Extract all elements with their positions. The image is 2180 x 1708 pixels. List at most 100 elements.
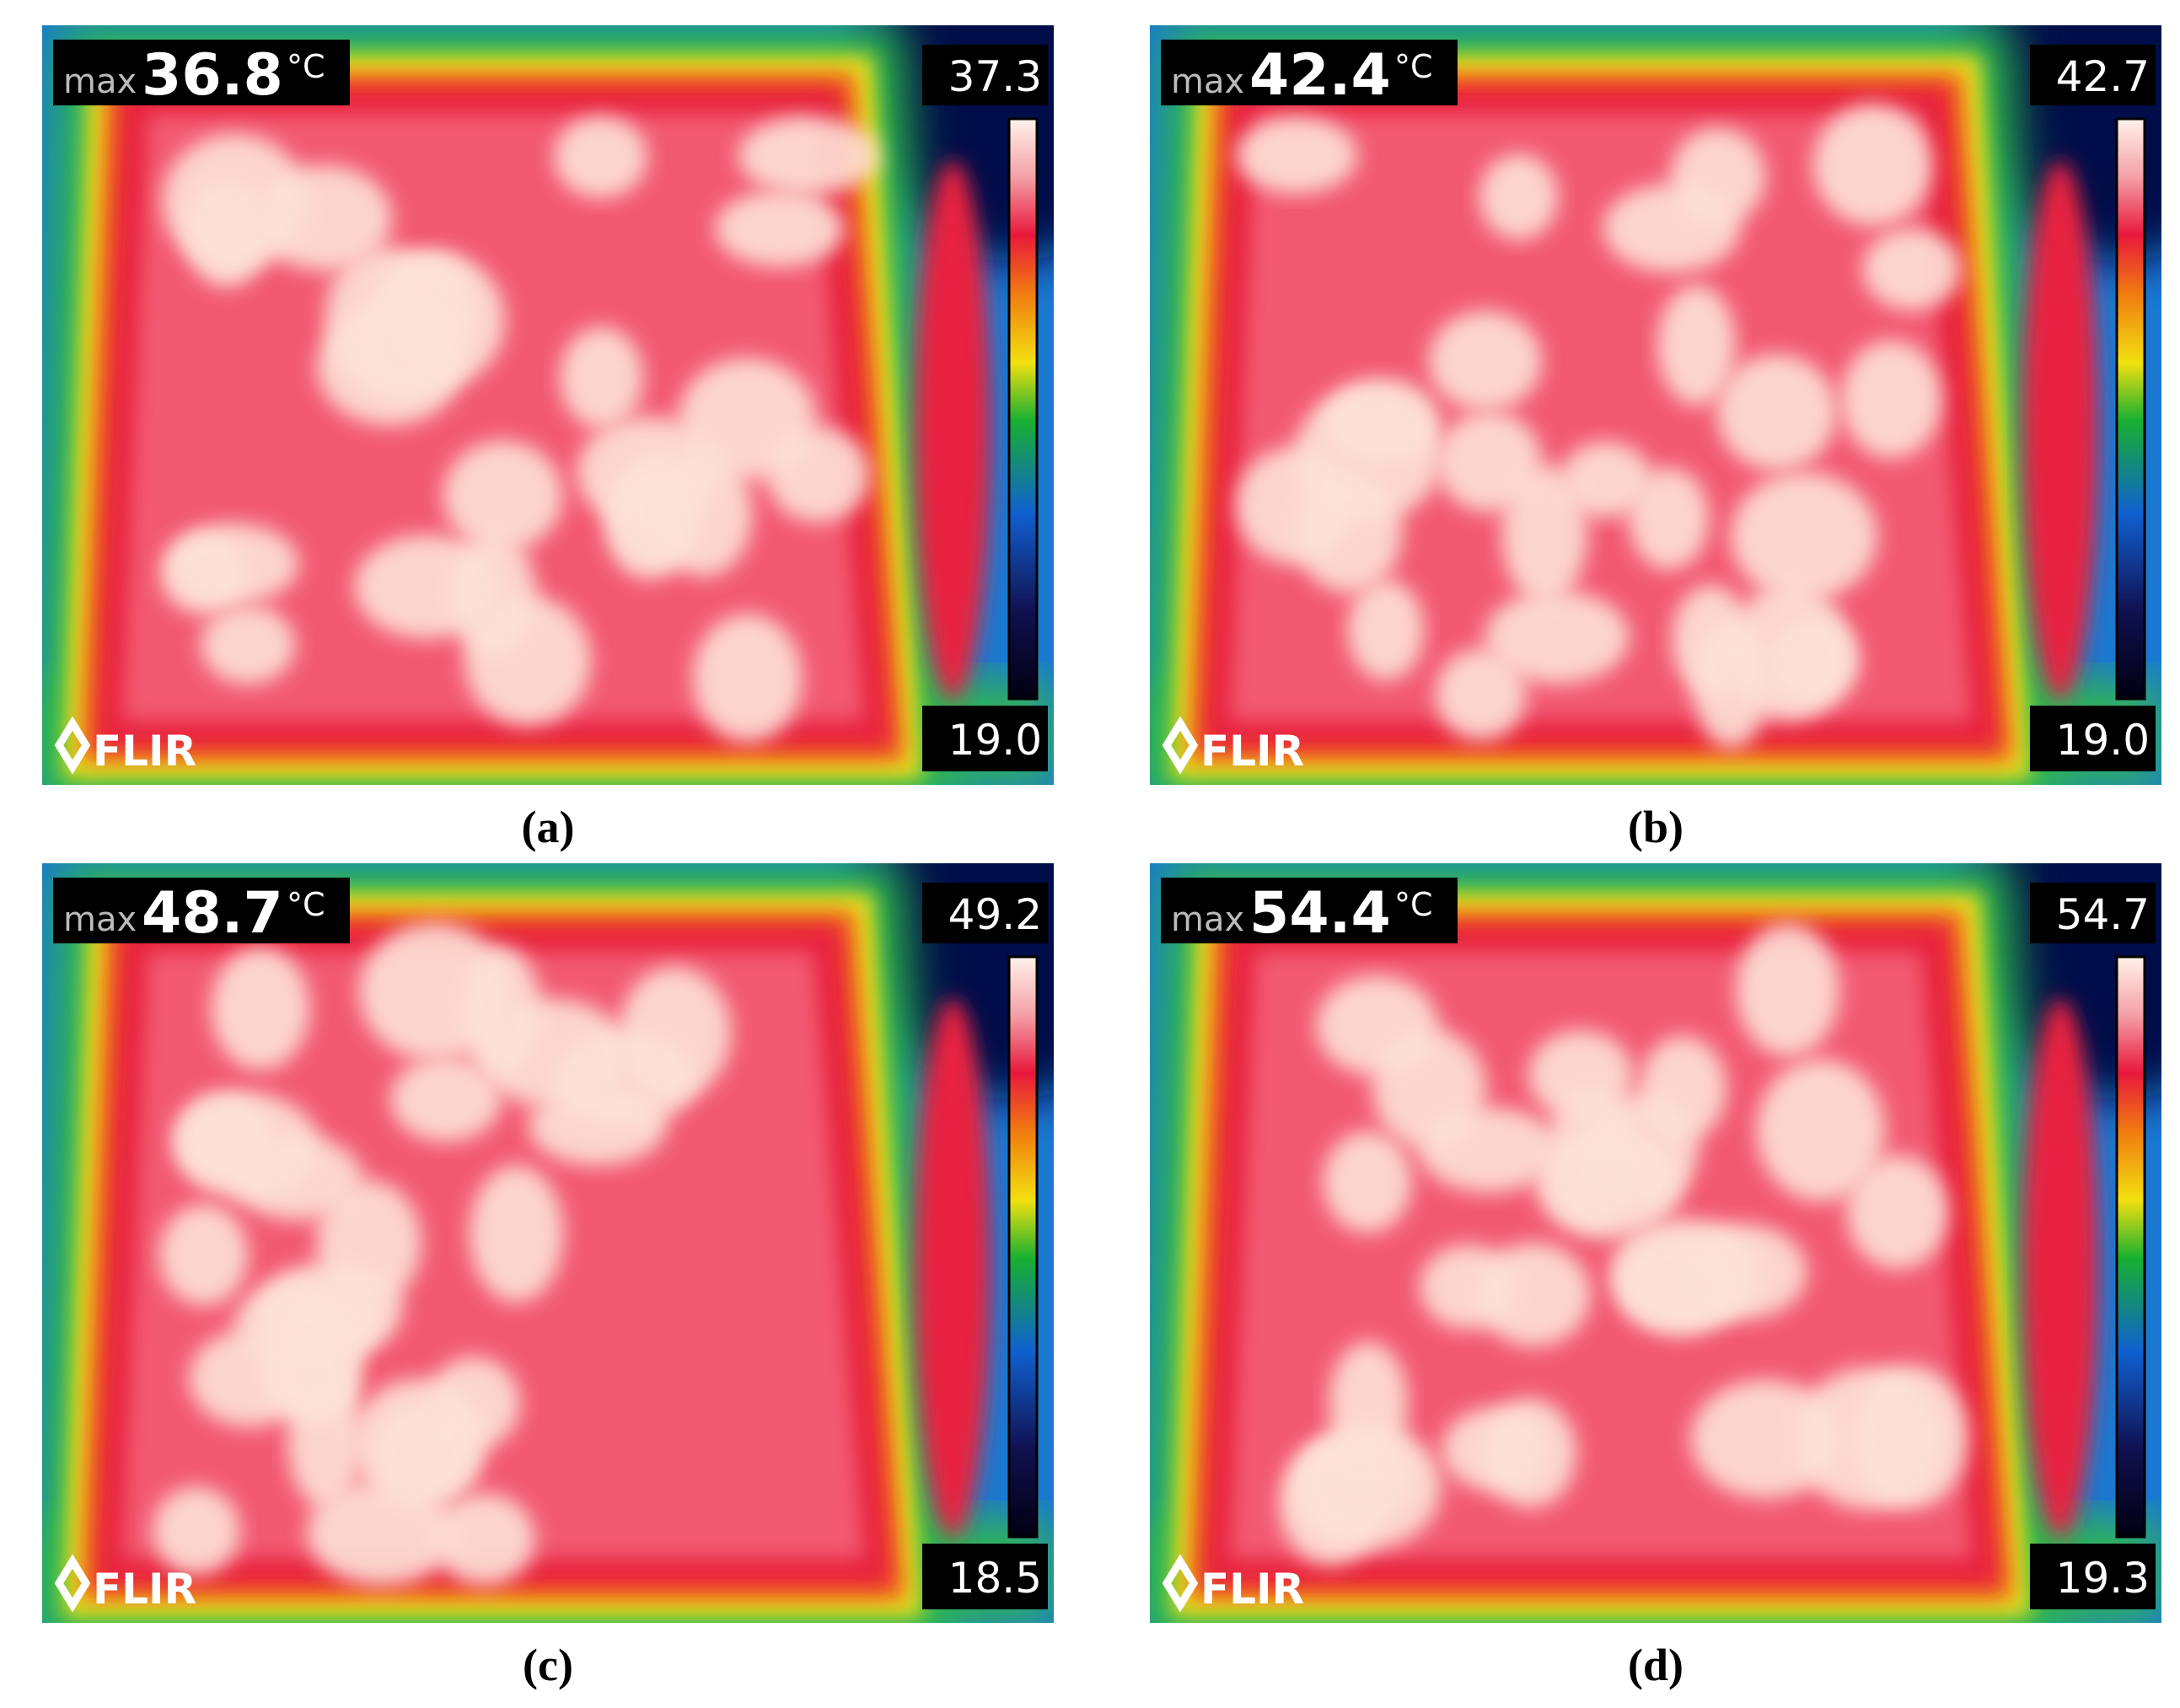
scale-top: 49.2 [948, 890, 1042, 939]
max-box [53, 40, 350, 105]
unit: °C [1394, 886, 1433, 923]
hot-spot [1501, 465, 1588, 604]
hot-spot [1428, 310, 1543, 411]
hot-spot [433, 1493, 535, 1586]
logo-mark [1162, 716, 1199, 775]
thermal-image: max 42.4 °C 42.7 19.0 FLIR [1150, 25, 2161, 785]
side-object [2022, 160, 2098, 700]
scale-top: 37.3 [948, 52, 1042, 101]
hot-spot [1372, 1029, 1487, 1150]
hot-spot [158, 1204, 249, 1307]
side-object [915, 160, 991, 700]
hot-spot [1840, 340, 1942, 459]
hot-spot [714, 191, 846, 267]
max-box [1161, 40, 1458, 105]
hot-spot [1484, 1398, 1577, 1508]
hot-spot [353, 289, 454, 401]
scale-top: 42.7 [2056, 52, 2150, 101]
hot-spot [373, 1404, 475, 1501]
scale-bottom: 19.0 [948, 716, 1042, 765]
hot-spot [160, 534, 247, 615]
logo-mark [54, 1554, 91, 1613]
color-scale [1007, 117, 1039, 701]
thermal-image: max 54.4 °C 54.7 19.3 FLIR [1150, 863, 2161, 1623]
scale-bottom-box [922, 706, 1048, 771]
hot-spot [261, 1335, 357, 1418]
hot-spot [211, 947, 310, 1071]
scale-top: 54.7 [2056, 890, 2150, 939]
hot-spot [469, 1165, 564, 1303]
thermal-image: max 48.7 °C 49.2 18.5 FLIR [42, 863, 1054, 1623]
hot-spot [1629, 467, 1710, 570]
hot-spot [1730, 472, 1878, 601]
hot-spot [1852, 1365, 1968, 1509]
hot-spot [1812, 104, 1933, 226]
unit: °C [287, 48, 325, 85]
hot-spot [1736, 923, 1840, 1057]
hot-spot [1616, 1236, 1741, 1335]
side-object [2022, 998, 2098, 1538]
scale-bottom-box [2030, 1544, 2156, 1609]
hot-spot [1716, 354, 1837, 471]
hot-spot [560, 326, 644, 429]
unit: °C [1394, 48, 1433, 85]
caption: (d) [1628, 1640, 1683, 1690]
hot-spot [1690, 1379, 1842, 1499]
hot-spot [1485, 590, 1630, 685]
hot-spot [765, 427, 870, 523]
logo: FLIR [1200, 727, 1304, 776]
max-value: 42.4 [1249, 42, 1391, 109]
scale-top-box [2030, 883, 2156, 943]
thermal-image: max 36.8 °C 37.3 19.0 FLIR [42, 25, 1054, 785]
hot-spot [1603, 184, 1741, 273]
max-value: 36.8 [142, 42, 283, 109]
max-label: max [63, 900, 137, 939]
hot-spot [1476, 1243, 1591, 1347]
caption: (b) [1628, 802, 1683, 852]
unit: °C [287, 886, 325, 923]
hot-spot [153, 1486, 240, 1576]
scale-bottom-box [2030, 706, 2156, 771]
max-label: max [1171, 900, 1244, 939]
hot-spot [1323, 379, 1439, 465]
max-value: 54.4 [1249, 880, 1391, 947]
hot-spot [656, 451, 753, 577]
scale-bottom: 19.3 [2056, 1554, 2150, 1603]
hot-spot [1560, 441, 1652, 518]
scale-bottom: 18.5 [948, 1554, 1042, 1603]
caption: (a) [521, 802, 575, 852]
caption: (c) [523, 1640, 573, 1690]
hot-spot [553, 115, 648, 199]
hot-spot [1235, 116, 1358, 194]
max-box [53, 878, 350, 943]
color-scale [2115, 955, 2146, 1539]
hot-spot [1323, 1131, 1413, 1233]
logo-mark [1162, 1554, 1199, 1613]
logo: FLIR [93, 727, 196, 776]
max-label: max [1171, 62, 1244, 101]
logo: FLIR [1200, 1565, 1304, 1614]
hot-spot [1862, 228, 1963, 310]
hot-spot [1435, 647, 1527, 741]
hot-spot [1657, 284, 1736, 406]
hot-spot [1528, 1030, 1634, 1120]
hot-spot [738, 116, 880, 196]
scale-top-box [2030, 45, 2156, 105]
color-scale [1007, 955, 1039, 1539]
logo: FLIR [93, 1565, 196, 1614]
hot-spot [1846, 1155, 1949, 1270]
side-object [915, 998, 991, 1538]
max-box [1161, 878, 1458, 943]
hot-spot [1347, 579, 1425, 681]
scale-bottom: 19.0 [2056, 716, 2150, 765]
hot-spot [618, 966, 732, 1098]
scale-top-box [922, 45, 1048, 105]
hot-spot [528, 1086, 667, 1166]
scale-bottom-box [922, 1544, 1048, 1609]
hot-spot [449, 533, 537, 657]
hot-spot [200, 604, 296, 685]
hot-spot [462, 946, 541, 1077]
color-scale [2115, 117, 2146, 701]
hot-spot [692, 613, 803, 743]
